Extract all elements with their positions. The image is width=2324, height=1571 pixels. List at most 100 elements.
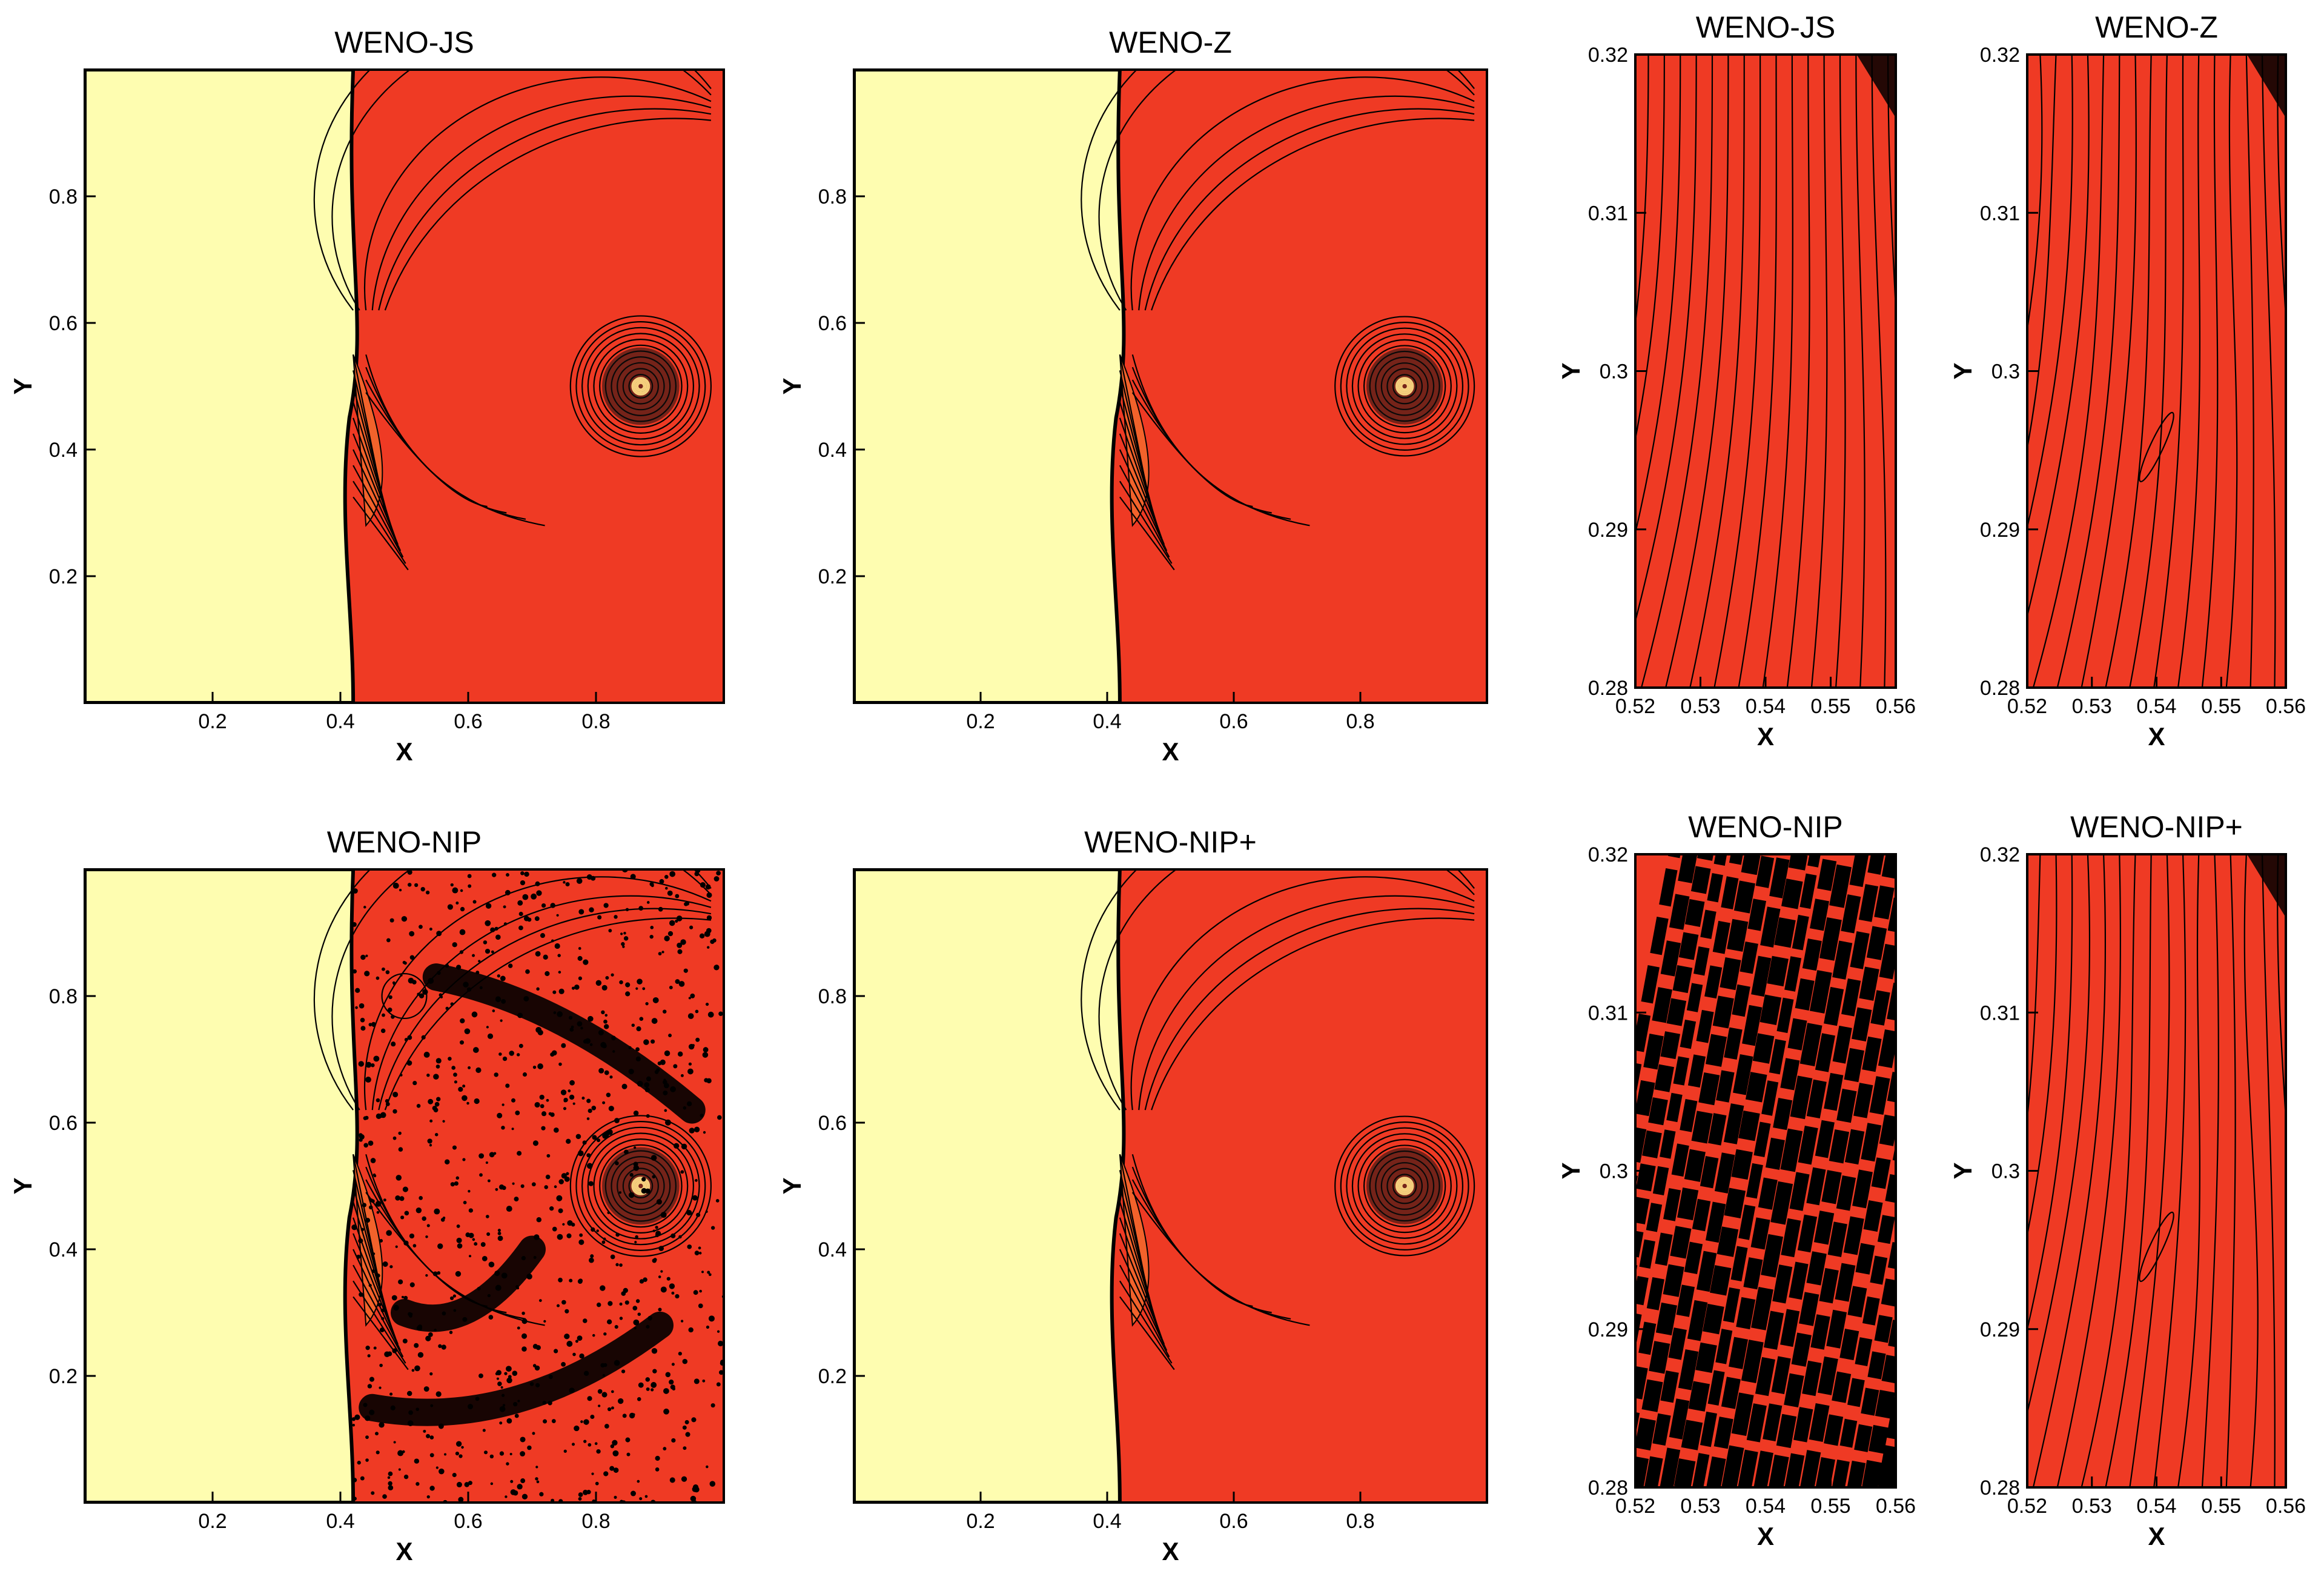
noise-speck (541, 1111, 547, 1117)
pre-shock-region (854, 70, 1126, 703)
noise-speck (521, 1255, 526, 1261)
noise-speck (468, 1190, 471, 1193)
noise-speck (472, 900, 477, 904)
x-tick-label: 0.53 (2072, 1495, 2112, 1518)
noise-speck (398, 1279, 403, 1284)
y-tick-label: 0.28 (1588, 1476, 1628, 1500)
zoom-contour (2153, 854, 2187, 1487)
noise-speck (414, 1458, 420, 1464)
noise-stripe (1784, 886, 1896, 1487)
noise-speck (649, 934, 654, 939)
noise-speck (503, 922, 508, 926)
noise-speck (658, 1246, 664, 1251)
y-tick-label: 0.6 (818, 312, 847, 335)
noise-speck (635, 1047, 640, 1052)
vortex-ring (599, 1144, 683, 1228)
noise-speck (434, 1329, 437, 1332)
noise-speck (474, 1242, 478, 1246)
plot-frame (84, 868, 725, 1504)
noise-speck (392, 1091, 399, 1098)
noise-speck (437, 971, 441, 975)
noise-speck (669, 985, 673, 989)
noise-speck (362, 1203, 366, 1207)
tongue-contour (1131, 392, 1253, 508)
noise-speck (687, 1101, 692, 1106)
noise-speck (560, 1089, 567, 1095)
noise-speck (371, 1269, 376, 1274)
noise-speck (468, 1066, 471, 1069)
x-tick-label: 0.55 (2201, 695, 2241, 718)
noise-speck (521, 1333, 528, 1339)
noise-speck (511, 1098, 516, 1103)
noise-speck (543, 1419, 548, 1424)
noise-speck (591, 1472, 594, 1475)
noise-speck (597, 1389, 603, 1394)
noise-speck (619, 1263, 623, 1267)
noise-speck (351, 1224, 357, 1231)
noise-speck (581, 1097, 585, 1100)
noise-speck (635, 1056, 641, 1061)
vortex-ring (587, 1132, 694, 1240)
y-tick-label: 0.29 (1980, 519, 2020, 542)
zoom-contour (2027, 854, 2041, 1124)
noise-speck (388, 1008, 392, 1012)
shock-arc (1098, 869, 1475, 1111)
noise-speck (463, 981, 469, 988)
zoom-contour (2277, 854, 2286, 1130)
noise-speck (622, 945, 625, 948)
noise-speck (696, 1212, 701, 1217)
noise-speck (471, 1011, 478, 1018)
noise-speck (485, 920, 491, 926)
zoom-contour (1713, 55, 1761, 688)
noise-speck (635, 1299, 640, 1303)
fan-contour (1119, 1296, 1175, 1370)
shock-arc (313, 869, 712, 1111)
noise-speck (533, 1256, 537, 1259)
fan-contour (1119, 417, 1162, 539)
noise-speck (444, 1453, 447, 1456)
y-tick-label: 0.4 (49, 1238, 78, 1261)
noise-speck (552, 1226, 557, 1232)
noise-speck (668, 1034, 672, 1038)
fan-contour (353, 1296, 409, 1370)
noise-speck (435, 1064, 440, 1069)
y-tick-label: 0.31 (1980, 1001, 2020, 1025)
noise-speck (694, 1378, 700, 1384)
shock-arc (1144, 908, 1475, 1111)
noise-speck (556, 1195, 563, 1201)
noise-speck (678, 1352, 682, 1356)
noise-speck (633, 1165, 640, 1171)
noise-speck (389, 1392, 393, 1396)
shock-arc (1130, 876, 1475, 1111)
noise-speck (638, 906, 644, 911)
y-tick-label: 0.29 (1588, 519, 1628, 542)
noise-speck (521, 1493, 528, 1500)
noise-speck (586, 1153, 591, 1158)
noise-speck (455, 965, 462, 970)
noise-speck (604, 1424, 609, 1429)
noise-speck (517, 900, 523, 906)
noise-speck (517, 1151, 522, 1156)
noise-stripe (1644, 854, 1775, 1487)
noise-speck (369, 1377, 375, 1382)
noise-speck (380, 1028, 386, 1034)
noise-speck (575, 1134, 581, 1140)
vortex-ring (581, 327, 700, 446)
noise-speck (516, 1286, 520, 1290)
noise-speck (359, 1003, 365, 1009)
noise-speck (360, 1017, 365, 1023)
noise-speck (590, 1415, 595, 1420)
noise-speck (706, 1078, 712, 1084)
noise-speck (700, 882, 706, 888)
noise-speck (376, 976, 380, 980)
noise-speck (416, 1104, 421, 1108)
noise-speck (631, 1023, 635, 1027)
fan-contour (353, 1233, 399, 1345)
noise-speck (482, 1255, 488, 1261)
noise-speck (630, 874, 636, 880)
noise-speck (417, 1352, 424, 1358)
noise-speck (637, 1480, 640, 1483)
noise-speck (664, 935, 670, 942)
noise-speck (382, 1494, 387, 1499)
y-tick-label: 0.2 (818, 1365, 847, 1388)
